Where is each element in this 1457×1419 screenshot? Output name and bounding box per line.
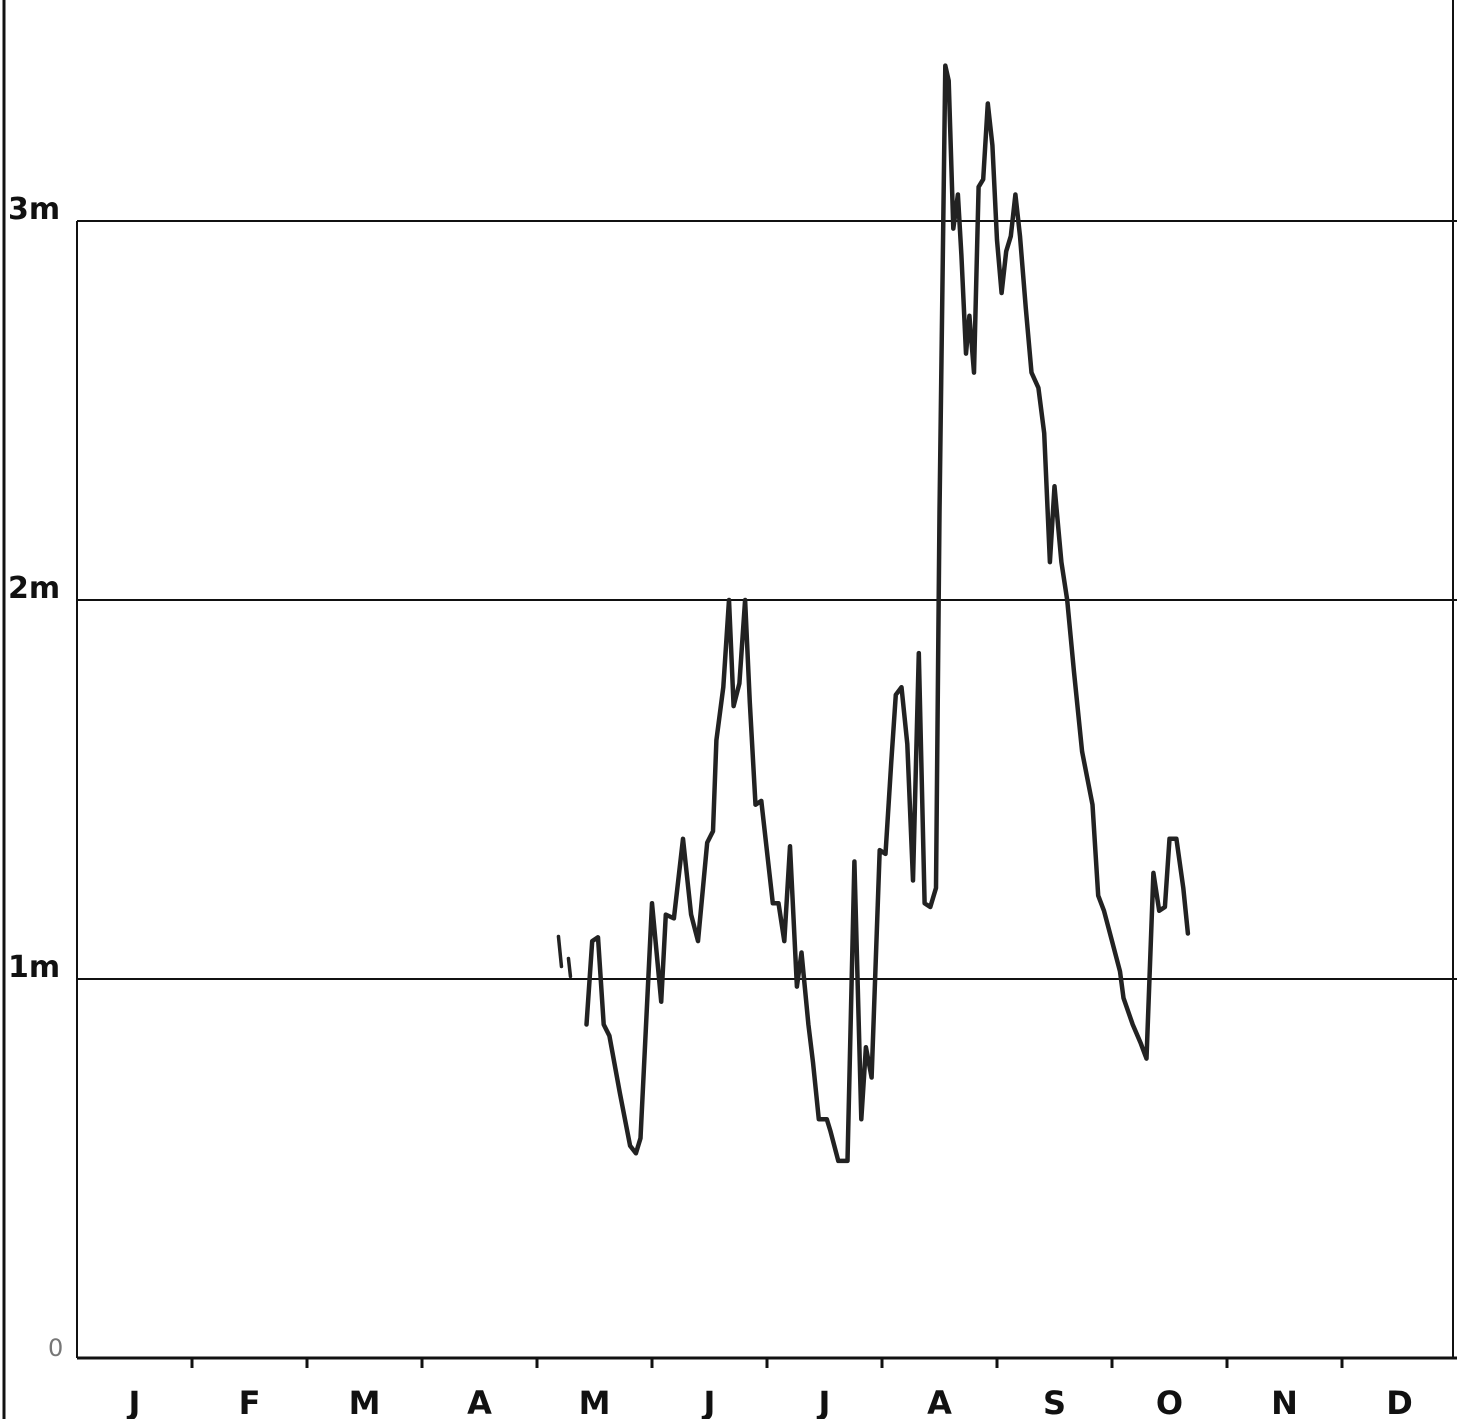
series-start-mark xyxy=(566,956,573,979)
month-label: M xyxy=(579,1384,611,1419)
series-start-mark xyxy=(556,934,564,969)
y-tick-label: 1m xyxy=(8,950,60,985)
series-line xyxy=(584,63,1191,1164)
month-label: A xyxy=(467,1384,492,1419)
y-tick-label: 0 xyxy=(48,1334,63,1362)
series-layer xyxy=(556,63,1191,1164)
month-label: S xyxy=(1043,1384,1066,1419)
month-label: D xyxy=(1386,1384,1413,1419)
y-tick-label: 2m xyxy=(8,571,60,606)
month-label: J xyxy=(817,1384,831,1419)
month-label: M xyxy=(349,1384,381,1419)
month-label: A xyxy=(927,1384,952,1419)
grid-layer xyxy=(77,220,1457,980)
month-label: J xyxy=(702,1384,716,1419)
y-tick-label: 3m xyxy=(8,192,60,227)
month-label: N xyxy=(1271,1384,1298,1419)
month-label: F xyxy=(239,1384,261,1419)
month-label: J xyxy=(127,1384,141,1419)
month-label: O xyxy=(1156,1384,1183,1419)
y-tick-label-layer: 0 1m 2m 3m xyxy=(8,192,63,1362)
